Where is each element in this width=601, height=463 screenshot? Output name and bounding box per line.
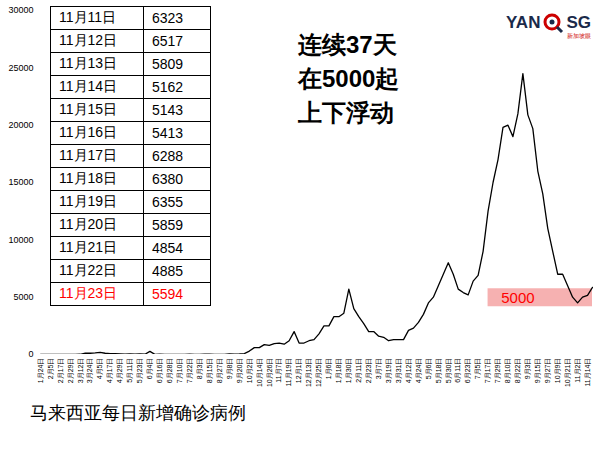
svg-text:8月3日: 8月3日 (196, 358, 203, 380)
html-text:11月20日: 11月20日 (59, 216, 118, 232)
html-text:6355: 6355 (152, 194, 184, 210)
svg-text:6月23日: 6月23日 (464, 358, 471, 384)
html-text:马来西亚每日新增确诊病例: 马来西亚每日新增确诊病例 (30, 403, 246, 423)
html-text:在5000起: 在5000起 (298, 65, 400, 92)
html-text:5413: 5413 (152, 125, 184, 141)
svg-text:5000: 5000 (13, 292, 33, 302)
svg-text:2月11日: 2月11日 (355, 358, 362, 383)
svg-text:5月11日: 5月11日 (126, 358, 133, 383)
svg-text:2月17日: 2月17日 (57, 358, 64, 384)
html-text:6380: 6380 (152, 171, 184, 187)
svg-text:10月2日: 10月2日 (246, 358, 253, 384)
svg-text:6月4日: 6月4日 (146, 358, 153, 380)
html-text:11月14日: 11月14日 (59, 78, 118, 94)
svg-text:1月24日: 1月24日 (37, 358, 44, 384)
svg-text:10月14日: 10月14日 (256, 358, 263, 388)
svg-text:4月29日: 4月29日 (116, 358, 123, 384)
svg-text:11月14日: 11月14日 (584, 358, 591, 387)
html-text:连续37天: 连续37天 (298, 31, 397, 58)
svg-text:9月27日: 9月27日 (544, 358, 551, 384)
svg-text:1月6日: 1月6日 (325, 358, 332, 380)
html-text:11月23日: 11月23日 (59, 285, 118, 301)
svg-text:1月30日: 1月30日 (345, 358, 352, 384)
svg-text:12月1日: 12月1日 (295, 358, 302, 384)
svg-text:5月6日: 5月6日 (425, 358, 432, 380)
svg-text:9月8日: 9月8日 (226, 358, 233, 380)
svg-text:5000: 5000 (501, 289, 534, 306)
svg-text:6月28日: 6月28日 (166, 358, 173, 384)
svg-text:11月19日: 11月19日 (285, 358, 292, 387)
html-text:5859: 5859 (152, 217, 184, 233)
svg-text:2月5日: 2月5日 (47, 358, 54, 380)
svg-text:10月26日: 10月26日 (265, 358, 272, 388)
svg-text:10月9日: 10月9日 (554, 358, 561, 384)
html-text:5594: 5594 (152, 286, 184, 302)
svg-text:6月16日: 6月16日 (156, 358, 163, 384)
html-text:11月11日: 11月11日 (59, 9, 117, 25)
html-text:11月22日: 11月22日 (59, 262, 118, 278)
svg-text:7月10日: 7月10日 (176, 358, 183, 384)
html-text:5809: 5809 (152, 56, 184, 72)
svg-text:25000: 25000 (8, 63, 33, 73)
html-text:6288: 6288 (152, 148, 184, 164)
svg-text:10月21日: 10月21日 (564, 358, 571, 388)
svg-text:7月17日: 7月17日 (484, 358, 491, 384)
html-text:SG: SG (566, 13, 591, 32)
html-text:4885: 4885 (152, 263, 184, 279)
svg-text:15000: 15000 (8, 177, 33, 187)
svg-text:4月17日: 4月17日 (106, 358, 113, 384)
svg-text:4月5日: 4月5日 (96, 358, 103, 380)
svg-text:3月24日: 3月24日 (86, 358, 93, 384)
svg-text:12月25日: 12月25日 (315, 358, 322, 388)
html-text:YAN: YAN (506, 13, 541, 32)
svg-text:11月7日: 11月7日 (275, 358, 282, 383)
html-text:上下浮动: 上下浮动 (298, 99, 394, 126)
svg-text:2月29日: 2月29日 (67, 358, 74, 384)
svg-text:6月11日: 6月11日 (454, 358, 461, 383)
svg-text:8月10日: 8月10日 (504, 358, 511, 384)
svg-text:7月29日: 7月29日 (494, 358, 501, 384)
svg-text:5月18日: 5月18日 (435, 358, 442, 384)
html-text:新加坡眼: 新加坡眼 (567, 33, 591, 39)
svg-text:4月12日: 4月12日 (405, 358, 412, 384)
svg-text:11月2日: 11月2日 (574, 358, 581, 383)
svg-text:12月13日: 12月13日 (305, 358, 312, 388)
svg-text:20000: 20000 (8, 120, 33, 130)
html-text:6323: 6323 (152, 10, 184, 26)
svg-text:0: 0 (28, 349, 33, 359)
svg-text:1月18日: 1月18日 (335, 358, 342, 384)
svg-text:8月15日: 8月15日 (206, 358, 213, 384)
html-text:11月18日: 11月18日 (59, 170, 118, 186)
html-text:11月16日: 11月16日 (59, 124, 118, 140)
svg-text:8月27日: 8月27日 (216, 358, 223, 384)
svg-text:3月7日: 3月7日 (375, 358, 382, 380)
html-text:11月13日: 11月13日 (59, 55, 118, 71)
svg-text:5月23日: 5月23日 (136, 358, 143, 384)
html-text:11月19日: 11月19日 (59, 193, 118, 209)
svg-text:8月22日: 8月22日 (514, 358, 521, 384)
html-text:11月12日: 11月12日 (59, 32, 118, 48)
html-text:5143: 5143 (152, 102, 184, 118)
svg-text:10000: 10000 (8, 235, 33, 245)
svg-text:9月15日: 9月15日 (534, 358, 541, 384)
html-text:4854: 4854 (152, 240, 184, 256)
html-text:11月21日: 11月21日 (59, 239, 118, 255)
svg-text:7月22日: 7月22日 (186, 358, 193, 384)
svg-text:5月30日: 5月30日 (445, 358, 452, 384)
svg-text:4月24日: 4月24日 (415, 358, 422, 384)
html-text:5162: 5162 (152, 79, 184, 95)
svg-text:30000: 30000 (8, 5, 33, 15)
svg-text:2月23日: 2月23日 (365, 358, 372, 384)
svg-text:9月20日: 9月20日 (236, 358, 243, 384)
html-text:6517: 6517 (152, 33, 184, 49)
svg-text:7月5日: 7月5日 (474, 358, 481, 380)
html-text:11月15日: 11月15日 (59, 101, 118, 117)
svg-text:3月12日: 3月12日 (77, 358, 84, 384)
svg-text:3月19日: 3月19日 (385, 358, 392, 384)
html-text:11月17日: 11月17日 (59, 147, 118, 163)
svg-text:9月3日: 9月3日 (524, 358, 531, 380)
svg-text:3月31日: 3月31日 (395, 358, 402, 384)
